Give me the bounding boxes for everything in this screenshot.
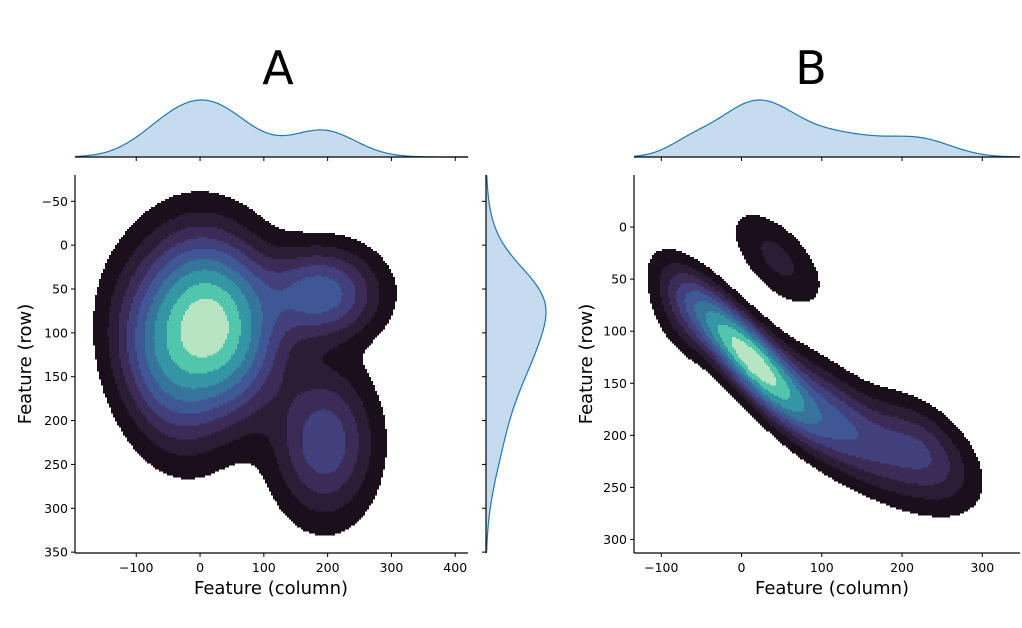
x-tick-label: −100 bbox=[644, 560, 678, 575]
y-tick-label: 350 bbox=[44, 545, 68, 560]
top-marginal-density-line bbox=[74, 99, 469, 158]
x-axis-label-a: Feature (column) bbox=[194, 578, 348, 599]
panel-title-a: A bbox=[262, 41, 294, 95]
top-marginal-density-fill bbox=[634, 100, 1020, 157]
x-tick-label: 200 bbox=[890, 560, 914, 575]
x-tick-label: 200 bbox=[316, 560, 340, 575]
right-marginal-density-fill bbox=[486, 175, 546, 553]
y-axis-label-a: Feature (row) bbox=[15, 304, 36, 425]
y-tick-label: 300 bbox=[603, 532, 627, 547]
y-tick-label: 200 bbox=[44, 413, 68, 428]
y-tick-label: 100 bbox=[44, 325, 68, 340]
x-tick-label: −100 bbox=[119, 560, 153, 575]
x-tick-label: 300 bbox=[380, 560, 404, 575]
y-tick-label: 250 bbox=[44, 457, 68, 472]
panel-b: B Feature (column) Feature (row) −100 0 10… bbox=[576, 41, 1021, 599]
right-marginal-density-line bbox=[485, 174, 547, 554]
x-tick-label: 400 bbox=[443, 560, 467, 575]
density-level-9 bbox=[732, 337, 776, 386]
x-tick-label: 0 bbox=[196, 560, 204, 575]
density-level-9 bbox=[181, 299, 229, 358]
y-tick-label: 250 bbox=[603, 480, 627, 495]
y-tick-label: 150 bbox=[44, 369, 68, 384]
y-tick-label: 50 bbox=[611, 272, 627, 287]
y-tick-label: 100 bbox=[603, 324, 627, 339]
x-axis-label-b: Feature (column) bbox=[755, 578, 909, 599]
panel-title-b: B bbox=[795, 41, 827, 95]
y-tick-label: 150 bbox=[603, 376, 627, 391]
y-tick-label: 0 bbox=[619, 220, 627, 235]
x-tick-label: 100 bbox=[810, 560, 834, 575]
y-tick-label: −50 bbox=[42, 194, 68, 209]
x-tick-label: 300 bbox=[970, 560, 994, 575]
y-tick-label: 200 bbox=[603, 428, 627, 443]
y-axis-label-b: Feature (row) bbox=[576, 304, 597, 425]
top-marginal-density-fill bbox=[75, 100, 468, 157]
x-tick-label: 100 bbox=[252, 560, 276, 575]
panel-a: A Feature (column) Feature (row) −100 0 10… bbox=[15, 41, 547, 599]
top-marginal-density-line bbox=[633, 99, 1021, 158]
y-tick-label: 0 bbox=[60, 238, 68, 253]
y-tick-label: 300 bbox=[44, 501, 68, 516]
y-tick-label: 50 bbox=[52, 282, 68, 297]
x-tick-label: 0 bbox=[738, 560, 746, 575]
